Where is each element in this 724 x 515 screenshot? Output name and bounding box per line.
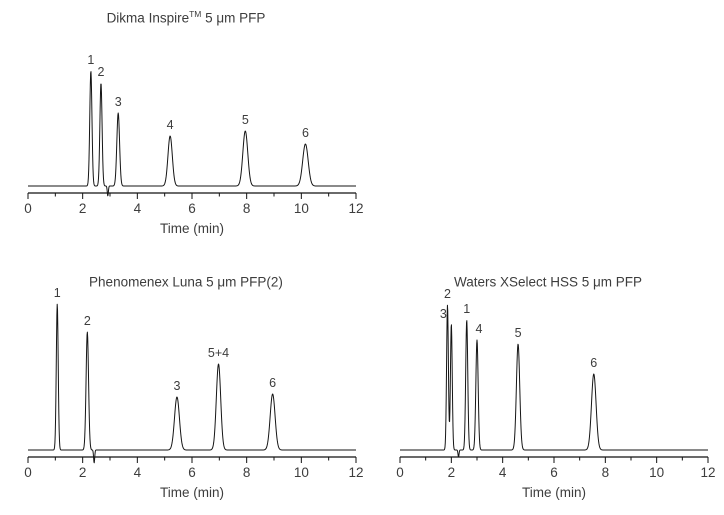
x-tick-label: 12	[348, 201, 363, 216]
x-tick-label: 6	[188, 465, 196, 480]
chromatogram-trace	[399, 304, 709, 458]
x-tick-label: 0	[24, 201, 32, 216]
x-tick-label: 0	[24, 465, 32, 480]
x-tick-label: 8	[602, 465, 610, 480]
peak-label: 5	[515, 326, 522, 340]
x-tick-label: 4	[134, 465, 142, 480]
peak-label: 1	[87, 53, 94, 67]
x-axis-title: Time (min)	[160, 485, 224, 500]
peak-label: 1	[54, 288, 61, 300]
chart-title: Phenomenex Luna 5 μm PFP(2)	[8, 268, 364, 290]
chromatogram-waters-xselect: Waters XSelect HSS 5 μm PFP 0 2 4 6 8 10 12 Tim…	[380, 268, 716, 514]
x-tick-label: 4	[499, 465, 507, 480]
chart-title-text: Phenomenex Luna 5 μm PFP(2)	[89, 274, 283, 290]
peak-label: 3	[115, 95, 122, 109]
peak-label: 5	[242, 113, 249, 127]
peak-label: 2	[444, 288, 451, 301]
peak-label: 6	[590, 356, 597, 370]
chromatogram-phenomenex-luna: Phenomenex Luna 5 μm PFP(2) 0 2 4 6 8 10 12 Tim…	[8, 268, 364, 514]
x-axis-title: Time (min)	[160, 221, 224, 236]
peak-label: 2	[98, 65, 105, 79]
x-tick-label: 10	[294, 465, 309, 480]
peak-label: 4	[476, 322, 483, 336]
peak-label: 6	[269, 376, 276, 390]
chromatogram-dikma-inspire: Dikma InspireTM 5 μm PFP 0 2 4 6 8 10 12 Time (…	[8, 4, 364, 250]
peak-label: 3	[440, 307, 447, 321]
chart-title-suffix: 5 μm PFP	[201, 10, 266, 26]
chart-title: Dikma InspireTM 5 μm PFP	[8, 4, 364, 26]
chart-title-text: Waters XSelect HSS 5 μm PFP	[453, 274, 643, 290]
peak-label: 3	[173, 379, 180, 393]
chromatogram-trace	[27, 71, 357, 197]
x-tick-label: 10	[649, 465, 664, 480]
x-tick-label: 4	[134, 201, 142, 216]
peak-label: 5+4	[208, 346, 229, 360]
chromatogram-trace	[27, 303, 357, 464]
peak-label: 1	[463, 302, 470, 316]
x-tick-label: 6	[550, 465, 558, 480]
x-tick-label: 8	[243, 201, 251, 216]
x-tick-label: 2	[79, 201, 87, 216]
chart-title: Waters XSelect HSS 5 μm PFP	[380, 268, 716, 290]
chart-title-text: Dikma Inspire	[106, 10, 190, 26]
x-tick-label: 10	[294, 201, 309, 216]
trademark-superscript: TM	[189, 9, 202, 19]
x-tick-label: 6	[188, 201, 196, 216]
peak-label: 4	[167, 118, 174, 132]
x-axis-title: Time (min)	[522, 485, 586, 500]
x-tick-label: 2	[448, 465, 456, 480]
peak-label: 6	[302, 126, 309, 140]
x-tick-label: 2	[79, 465, 87, 480]
x-tick-label: 8	[243, 465, 251, 480]
x-tick-label: 0	[396, 465, 404, 480]
peak-label: 2	[84, 314, 91, 328]
x-tick-label: 12	[700, 465, 715, 480]
x-tick-label: 12	[348, 465, 363, 480]
